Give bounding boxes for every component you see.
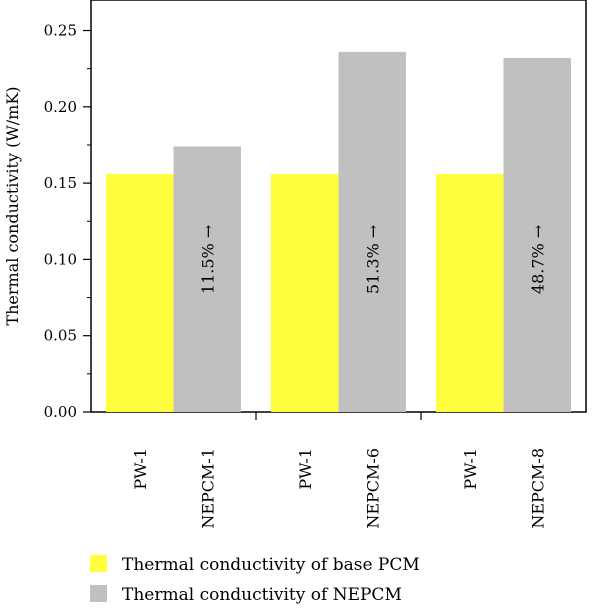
x-tick-label: NEPCM-8 <box>528 448 547 529</box>
y-tick-label: 0.15 <box>44 174 77 192</box>
y-tick-label: 0.00 <box>44 403 77 421</box>
bars <box>106 51 571 413</box>
x-axis: PW-1 NEPCM-1 PW-1 NEPCM-6 PW-1 NEPCM-8 <box>131 412 547 529</box>
bar-pw-1-3 <box>436 173 504 412</box>
y-axis: 0.00 0.05 0.10 0.15 0.20 0.25 <box>44 22 91 421</box>
bar-nepcm-1-1 <box>173 146 241 412</box>
improvement-annotation: 48.7% → <box>528 225 547 294</box>
y-tick-label: 0.10 <box>44 250 77 268</box>
bar-pw-1-1 <box>106 173 174 412</box>
y-tick-label: 0.05 <box>44 327 77 345</box>
y-tick-label: 0.20 <box>44 98 77 116</box>
annotations: 11.5% → 51.3% → 48.7% → <box>198 225 547 294</box>
x-tick-label: NEPCM-1 <box>198 448 217 529</box>
x-tick-label: PW-1 <box>296 448 315 490</box>
legend-label-nepcm: Thermal conductivity of NEPCM <box>122 585 402 605</box>
y-tick-label: 0.25 <box>44 22 77 40</box>
improvement-annotation: 51.3% → <box>363 225 382 294</box>
x-tick-label: PW-1 <box>461 448 480 490</box>
legend: Thermal conductivity of base PCM Thermal… <box>90 555 420 605</box>
legend-swatch-base-pcm <box>90 555 107 572</box>
bar-nepcm-8-3 <box>503 57 571 413</box>
bar-pw-1-2 <box>271 173 339 412</box>
x-tick-label: PW-1 <box>131 448 150 490</box>
y-axis-title: Thermal conductivity (W/mK) <box>3 86 22 325</box>
legend-label-base-pcm: Thermal conductivity of base PCM <box>122 555 420 575</box>
x-tick-label: NEPCM-6 <box>363 448 382 529</box>
bar-nepcm-6-2 <box>338 51 406 413</box>
improvement-annotation: 11.5% → <box>198 225 217 294</box>
legend-swatch-nepcm <box>90 585 107 602</box>
